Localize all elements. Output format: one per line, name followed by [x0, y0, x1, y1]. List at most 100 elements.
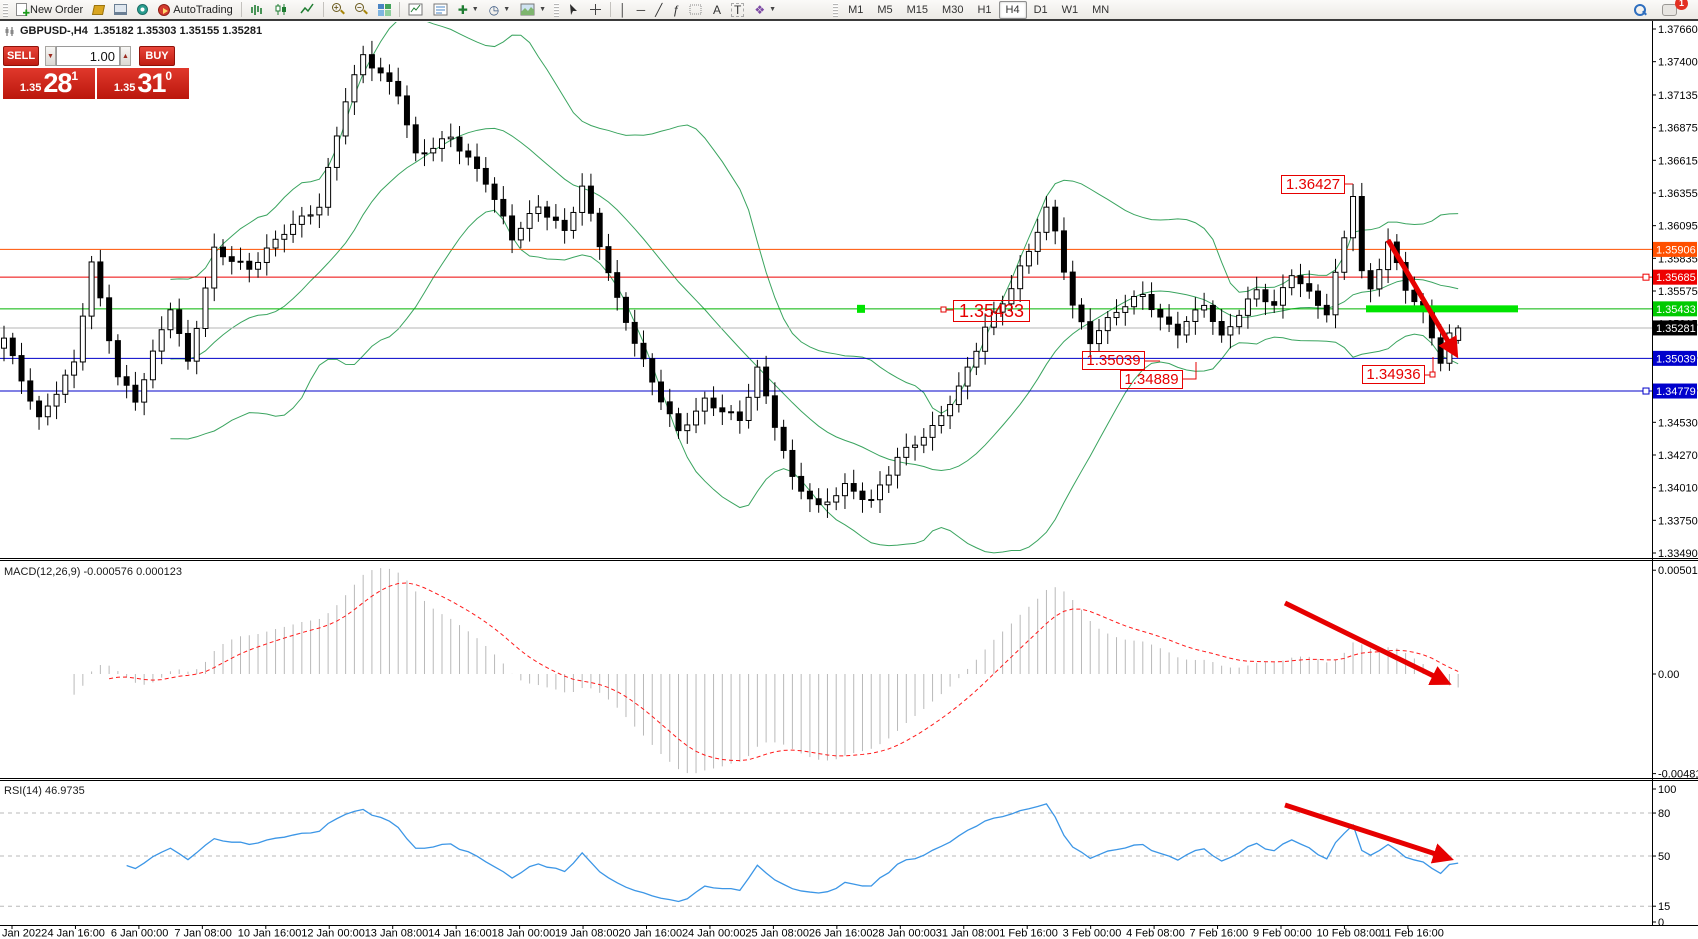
svg-text:1.34779: 1.34779: [1656, 386, 1696, 398]
svg-text:-0.004812: -0.004812: [1658, 769, 1698, 781]
sell-button[interactable]: SELL: [3, 46, 39, 66]
chart-window[interactable]: 1.37660 1.37400 1.37135 1.36875 1.36615 1.363…: [0, 21, 1698, 939]
candlestick-button[interactable]: [270, 1, 295, 19]
volume-decrease-button[interactable]: ▼: [45, 46, 56, 66]
indicator-window-button[interactable]: [403, 1, 428, 19]
fibonacci-tool-button[interactable]: ƒ: [667, 1, 684, 19]
svg-text:1.36355: 1.36355: [1658, 188, 1698, 200]
svg-text:24 Jan 00:00: 24 Jan 00:00: [682, 928, 746, 939]
indicator-window-icon: [408, 3, 423, 16]
buy-price-prefix: 1.35: [113, 82, 136, 94]
zoom-out-icon: −: [354, 3, 368, 16]
volume-input[interactable]: [56, 46, 120, 66]
svg-text:3 Feb 00:00: 3 Feb 00:00: [1063, 928, 1122, 939]
timeframe-button-h4[interactable]: H4: [998, 0, 1027, 19]
svg-text:1.35575: 1.35575: [1658, 286, 1698, 298]
bar-chart-button[interactable]: [245, 1, 270, 19]
svg-text:1.34270: 1.34270: [1658, 450, 1698, 462]
line-chart-button[interactable]: [295, 1, 320, 19]
svg-text:31 Jan 08:00: 31 Jan 08:00: [936, 928, 1000, 939]
toolbar-grip[interactable]: [3, 2, 8, 17]
timeframe-button-h1[interactable]: H1: [977, 3, 992, 16]
svg-text:11 Feb 16:00: 11 Feb 16:00: [1380, 928, 1444, 939]
price-annotation[interactable]: 1.34889: [1120, 370, 1183, 389]
svg-text:12 Jan 00:00: 12 Jan 00:00: [301, 928, 365, 939]
cursor-tool-button[interactable]: [562, 1, 584, 19]
svg-text:0.00: 0.00: [1658, 669, 1679, 681]
svg-text:0.005014: 0.005014: [1658, 565, 1698, 577]
sell-price-pip: 1: [71, 69, 79, 83]
timeframe-button-m15[interactable]: M15: [906, 3, 929, 16]
autotrading-icon: [158, 3, 171, 16]
notifications-button[interactable]: 1: [1657, 0, 1688, 19]
shapes-icon: ❖: [754, 2, 766, 17]
add-indicator-icon: ✚: [457, 2, 468, 17]
price-annotation[interactable]: 1.36427: [1281, 175, 1345, 194]
timeframe-button-w1[interactable]: W1: [1061, 3, 1079, 16]
svg-text:10 Feb 08:00: 10 Feb 08:00: [1316, 928, 1381, 939]
symbol-title: GBPUSD-,H4: [20, 25, 88, 37]
indicator-list-button[interactable]: [428, 1, 453, 19]
svg-text:1.37135: 1.37135: [1658, 90, 1698, 102]
timeframe-button-m30[interactable]: M30: [942, 3, 964, 16]
trendline-tool-button[interactable]: ╱: [650, 1, 667, 19]
notification-badge: 1: [1675, 0, 1688, 10]
svg-text:1.35433: 1.35433: [1656, 304, 1696, 316]
timeframe-toolbar: M1 M5 M15 M30 H1 H4 D1 W1 MN: [841, 0, 1116, 19]
svg-text:1.35281: 1.35281: [1656, 323, 1696, 335]
svg-text:Jan 2022: Jan 2022: [2, 928, 47, 939]
volume-increase-button[interactable]: ▲: [120, 46, 131, 66]
svg-text:20 Jan 16:00: 20 Jan 16:00: [619, 928, 683, 939]
timeframe-button-m1[interactable]: M1: [848, 3, 864, 16]
svg-text:4 Jan 16:00: 4 Jan 16:00: [47, 928, 104, 939]
svg-text:1.36095: 1.36095: [1658, 221, 1698, 233]
one-click-trading-panel: SELL ▼ ▲ BUY 1.35 28 1 1.35 31 0: [3, 46, 191, 99]
template-button[interactable]: ▼: [515, 1, 551, 19]
indicator-list-icon: [433, 3, 448, 16]
price-annotation[interactable]: 1.35039: [1082, 351, 1145, 370]
text-tool-icon: A: [713, 2, 722, 17]
tile-windows-icon: [377, 3, 391, 16]
timeframe-button-mn[interactable]: MN: [1092, 3, 1110, 16]
svg-text:0: 0: [1658, 917, 1664, 929]
new-order-icon: [16, 3, 30, 19]
autotrading-button[interactable]: AutoTrading: [153, 1, 238, 19]
price-annotation[interactable]: 1.35433: [953, 300, 1030, 322]
vertical-line-tool-button[interactable]: │: [614, 1, 632, 19]
new-order-button[interactable]: New Order: [11, 1, 88, 19]
buy-price-button[interactable]: 1.35 31 0: [97, 68, 189, 99]
signals-button[interactable]: [132, 1, 153, 19]
horizontal-line-icon: ─: [636, 2, 646, 17]
toolbar-grip[interactable]: [554, 2, 560, 17]
label-tool-button[interactable]: T: [726, 1, 749, 19]
crosshair-tool-button[interactable]: [584, 1, 607, 19]
macd-indicator-label: MACD(12,26,9) -0.000576 0.000123: [4, 566, 182, 578]
crosshair-icon: [590, 4, 602, 15]
chart-symbol-icon: [5, 26, 14, 36]
shapes-tool-button[interactable]: ❖ ▼: [749, 1, 781, 19]
toolbar-separator: [240, 2, 242, 17]
timeframe-button-m5[interactable]: M5: [877, 3, 893, 16]
buy-button[interactable]: BUY: [139, 46, 175, 66]
terminal-button[interactable]: [109, 1, 132, 19]
search-button[interactable]: [1629, 1, 1651, 19]
svg-text:13 Jan 08:00: 13 Jan 08:00: [365, 928, 429, 939]
price-annotation[interactable]: 1.34936: [1362, 365, 1425, 384]
sell-price-main: 28: [43, 68, 72, 98]
text-tool-button[interactable]: A: [708, 1, 726, 19]
horizontal-line-tool-button[interactable]: ─: [632, 1, 651, 19]
trendline-icon: ╱: [655, 2, 663, 17]
zoom-out-button[interactable]: −: [350, 1, 373, 19]
tile-windows-button[interactable]: [373, 1, 396, 19]
svg-text:10 Jan 16:00: 10 Jan 16:00: [238, 928, 302, 939]
zoom-in-button[interactable]: +: [327, 1, 350, 19]
timeframe-button-d1[interactable]: D1: [1033, 3, 1048, 16]
sell-price-button[interactable]: 1.35 28 1: [3, 68, 95, 99]
toolbar-grip[interactable]: [833, 2, 839, 17]
svg-text:1.36875: 1.36875: [1658, 123, 1698, 135]
add-indicator-button[interactable]: ✚ ▼: [453, 1, 484, 19]
buy-price-pip: 0: [165, 69, 173, 83]
period-button[interactable]: ◷ ▼: [484, 1, 515, 19]
autotrading-label: AutoTrading: [173, 3, 233, 16]
